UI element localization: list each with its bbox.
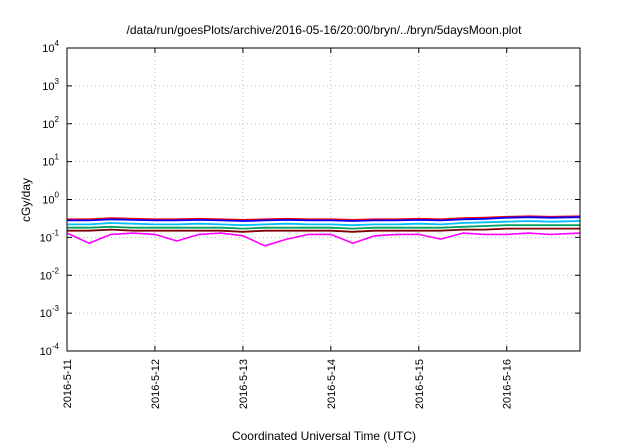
y-tick-label: 103	[42, 77, 59, 93]
x-tick-label: 2016-5-16	[502, 359, 514, 409]
x-tick-label: 2016-5-13	[238, 359, 250, 409]
y-tick-label: 102	[42, 115, 59, 131]
series-line-2	[67, 216, 581, 222]
x-axis: 2016-5-11 2016-5-12 2016-5-13 2016-5-14 2016…	[62, 48, 514, 409]
y-axis: 10-4 10-3 10-2 10-1 100 101 102 103 104	[40, 39, 580, 358]
y-tick-label: 10-4	[40, 342, 60, 358]
y-tick-label: 10-2	[40, 266, 60, 282]
series-line-3	[67, 220, 581, 227]
x-tick-label: 2016-5-14	[326, 359, 338, 409]
x-axis-label: Coordinated Universal Time (UTC)	[232, 429, 416, 443]
y-tick-label: 100	[42, 191, 59, 207]
grid-lines	[67, 48, 580, 351]
series-line-4	[67, 224, 580, 230]
series-line-5	[67, 227, 580, 233]
x-tick-label: 2016-5-11	[62, 359, 74, 408]
series-lines	[66, 215, 581, 247]
chart-title: /data/run/goesPlots/archive/2016-05-16/2…	[127, 23, 523, 37]
x-tick-label: 2016-5-12	[150, 359, 162, 409]
y-tick-label: 101	[42, 153, 59, 169]
series-line-1	[67, 215, 581, 221]
x-tick-label: 2016-5-15	[414, 359, 426, 409]
y-axis-label: cGy/day	[19, 178, 33, 222]
y-tick-label: 104	[42, 39, 59, 55]
series-line-6	[66, 232, 581, 247]
y-tick-label: 10-1	[40, 228, 60, 244]
y-tick-label: 10-3	[40, 304, 60, 320]
